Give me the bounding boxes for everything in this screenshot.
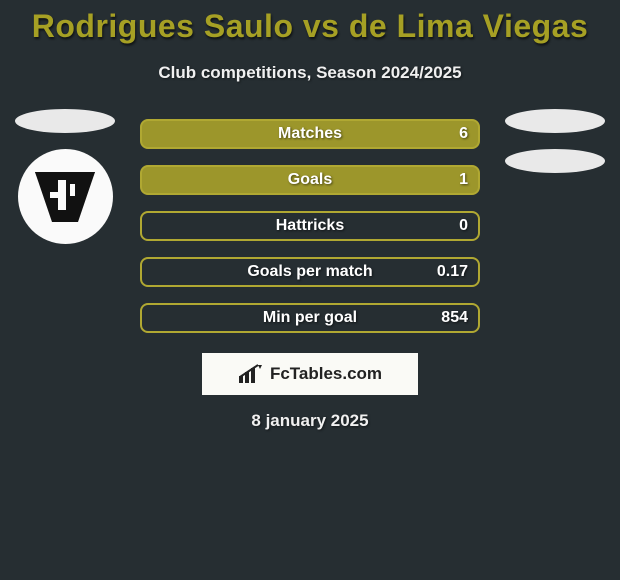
brand-text: FcTables.com (270, 364, 382, 384)
stats-bars: Matches6Goals1Hattricks0Goals per match0… (140, 119, 480, 333)
player-placeholder-ellipse (505, 109, 605, 133)
stat-value: 0.17 (437, 263, 468, 281)
comparison-title: Rodrigues Saulo vs de Lima Viegas (0, 0, 620, 45)
stat-value: 854 (441, 309, 468, 327)
stat-label: Matches (142, 125, 478, 143)
player-placeholder-ellipse (15, 109, 115, 133)
right-player-column (500, 109, 610, 173)
stat-value: 1 (459, 171, 468, 189)
stat-bar: Hattricks0 (140, 211, 480, 241)
club-badge-icon (30, 162, 100, 232)
player-placeholder-ellipse (505, 149, 605, 173)
comparison-subtitle: Club competitions, Season 2024/2025 (0, 63, 620, 83)
stat-bar: Min per goal854 (140, 303, 480, 333)
stat-label: Goals per match (142, 263, 478, 281)
stat-bar: Matches6 (140, 119, 480, 149)
brand-watermark: FcTables.com (202, 353, 418, 395)
stat-value: 6 (459, 125, 468, 143)
comparison-content: Matches6Goals1Hattricks0Goals per match0… (0, 119, 620, 333)
club-logo-left (18, 149, 113, 244)
stat-bar: Goals1 (140, 165, 480, 195)
left-player-column (10, 109, 120, 244)
brand-chart-icon (238, 364, 262, 384)
stat-label: Goals (142, 171, 478, 189)
stat-bar: Goals per match0.17 (140, 257, 480, 287)
stat-value: 0 (459, 217, 468, 235)
stat-label: Min per goal (142, 309, 478, 327)
comparison-date: 8 january 2025 (0, 411, 620, 431)
stat-label: Hattricks (142, 217, 478, 235)
